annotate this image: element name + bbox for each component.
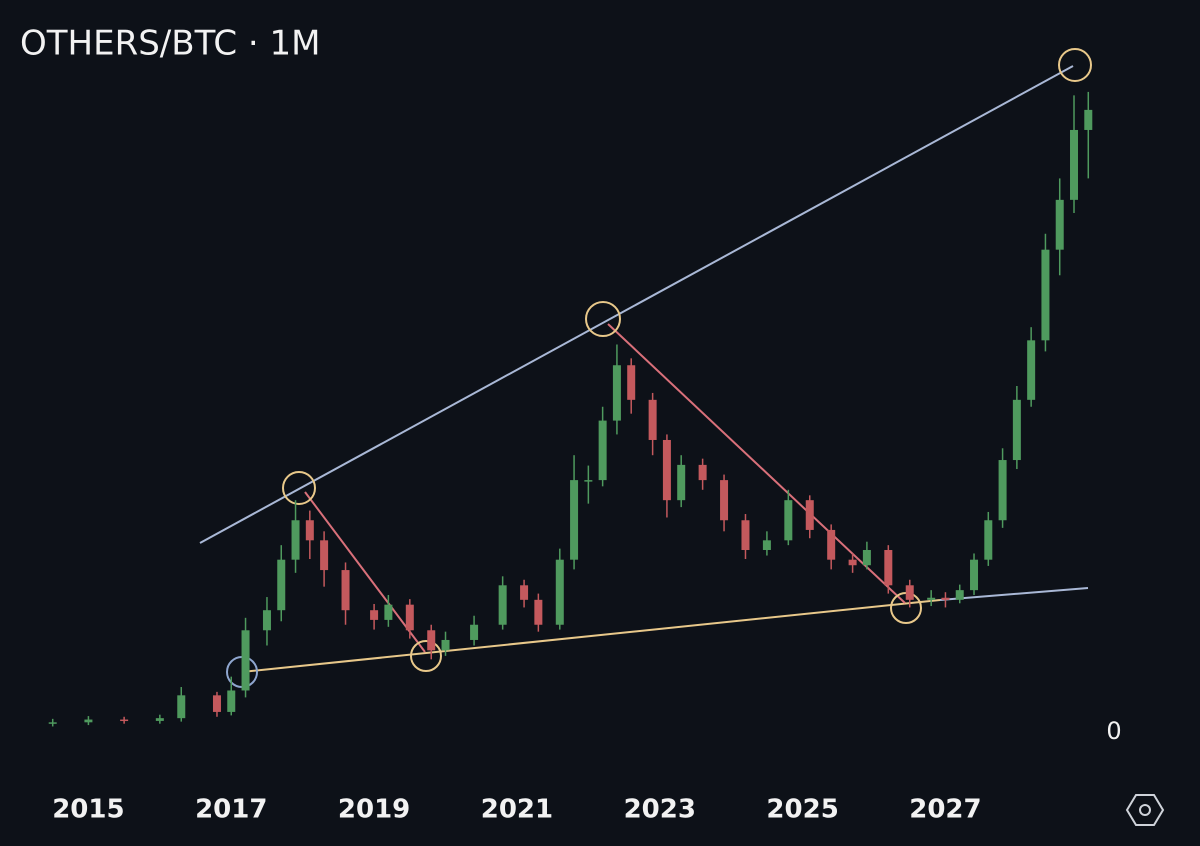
candle-body: [155, 718, 164, 721]
candle-body: [498, 585, 507, 625]
candle-body: [927, 597, 936, 600]
candle-body: [905, 585, 914, 600]
candle-body: [1041, 249, 1050, 341]
candle-body: [827, 529, 836, 560]
x-tick-label: 2019: [338, 795, 410, 825]
candle-body: [677, 464, 686, 501]
candle-body: [241, 630, 250, 691]
candle-body: [48, 722, 57, 724]
down-trend-line: [607, 323, 906, 604]
settings-icon[interactable]: [1125, 794, 1165, 826]
candle-body: [120, 719, 129, 722]
candle-body: [341, 570, 350, 611]
candle-body: [741, 520, 750, 551]
candle-body: [520, 585, 529, 600]
candle-body: [470, 624, 479, 640]
marker-circle: [410, 640, 442, 672]
candle-body: [762, 540, 771, 551]
candle-body: [598, 420, 607, 481]
candle-body: [555, 559, 564, 625]
down-trend-line: [304, 491, 426, 653]
x-tick-label: 2025: [766, 795, 838, 825]
upper-trend-line: [199, 65, 1074, 544]
candle-body: [720, 480, 729, 521]
candle-body: [862, 550, 871, 566]
candle-body: [177, 695, 186, 719]
candle-body: [534, 599, 543, 625]
candle-body: [662, 439, 671, 501]
candle-body: [884, 550, 893, 586]
candle-body: [305, 520, 314, 541]
candle-body: [1012, 399, 1021, 461]
candle-body: [941, 597, 950, 600]
lower-trend-line: [241, 599, 941, 673]
candle-body: [291, 520, 300, 560]
candle-body: [584, 480, 593, 482]
candle-body: [227, 690, 236, 712]
candle-body: [698, 464, 707, 481]
candle-body: [320, 540, 329, 571]
candle-body: [1070, 129, 1079, 200]
candle-body: [277, 559, 286, 611]
candle-body: [212, 695, 221, 712]
candle-body: [648, 399, 657, 440]
candle-body: [1027, 340, 1036, 400]
candle-body: [1055, 199, 1064, 250]
annotations: [199, 48, 1092, 688]
x-tick-label: 2017: [195, 795, 267, 825]
candle-body: [627, 365, 636, 400]
candle-body: [970, 559, 979, 591]
candle-body: [1084, 109, 1093, 130]
x-tick-label: 2021: [481, 795, 553, 825]
candle-body: [955, 590, 964, 600]
candle-body: [262, 610, 271, 631]
candle-body: [570, 480, 579, 560]
lower-trend-extension: [939, 587, 1089, 601]
candle-body: [370, 610, 379, 620]
candle-body: [848, 559, 857, 566]
candle-body: [984, 520, 993, 560]
marker-circle: [1058, 48, 1092, 82]
x-tick-label: 2023: [624, 795, 696, 825]
candle-body: [84, 719, 93, 723]
candle-body: [384, 604, 393, 620]
marker-circle: [585, 301, 621, 337]
x-tick-label: 2015: [52, 795, 124, 825]
marker-circle: [282, 471, 316, 505]
candle-body: [998, 460, 1007, 521]
chart-title: OTHERS/BTC · 1M: [20, 24, 320, 64]
candle-body: [441, 639, 450, 651]
candle-body: [784, 500, 793, 541]
candle-body: [427, 630, 436, 651]
icon-dot: [1139, 804, 1151, 816]
x-tick-label: 2027: [909, 795, 981, 825]
icon-hexagon: [1125, 794, 1165, 826]
candle-body: [805, 500, 814, 530]
y-tick-label: 0: [1106, 717, 1121, 745]
candle-body: [612, 365, 621, 421]
candle-body: [405, 604, 414, 631]
